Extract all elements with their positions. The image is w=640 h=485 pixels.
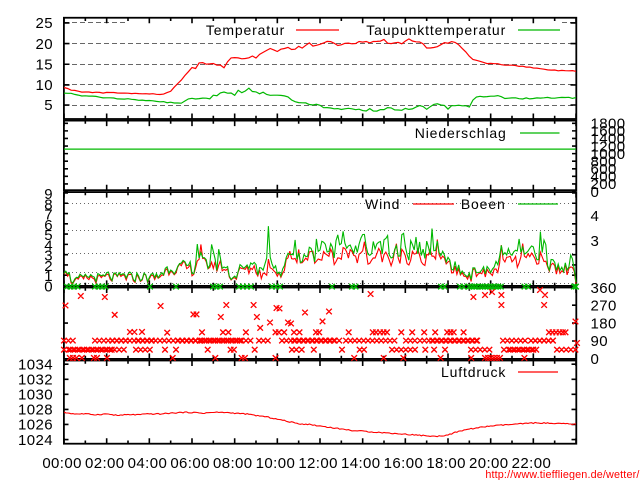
svg-text:1032: 1032 bbox=[18, 372, 53, 389]
svg-text:0: 0 bbox=[44, 279, 53, 296]
svg-text:http://www.tieffliegen.de/wett: http://www.tieffliegen.de/wetter/ bbox=[485, 469, 639, 480]
svg-text:4: 4 bbox=[44, 237, 53, 254]
svg-text:10: 10 bbox=[36, 77, 54, 94]
svg-text:Boeen: Boeen bbox=[461, 196, 506, 212]
svg-text:08:00: 08:00 bbox=[213, 455, 253, 472]
svg-text:1800: 1800 bbox=[591, 116, 626, 133]
svg-text:1000: 1000 bbox=[591, 146, 626, 163]
svg-text:7: 7 bbox=[44, 207, 53, 224]
svg-text:Niederschlag: Niederschlag bbox=[415, 125, 507, 141]
svg-text:4: 4 bbox=[591, 208, 600, 225]
svg-text:2: 2 bbox=[44, 258, 53, 275]
svg-text:15: 15 bbox=[36, 57, 54, 74]
svg-text:200: 200 bbox=[591, 176, 617, 193]
svg-text:400: 400 bbox=[591, 169, 617, 186]
svg-text:Taupunkttemperatur: Taupunkttemperatur bbox=[366, 22, 506, 38]
svg-text:0: 0 bbox=[591, 184, 600, 201]
svg-text:360: 360 bbox=[591, 280, 617, 297]
svg-text:6: 6 bbox=[44, 217, 53, 234]
svg-text:3: 3 bbox=[44, 248, 53, 265]
svg-text:02:00: 02:00 bbox=[85, 455, 125, 472]
svg-text:180: 180 bbox=[591, 315, 617, 332]
svg-text:14:00: 14:00 bbox=[341, 455, 381, 472]
svg-text:12:00: 12:00 bbox=[298, 455, 338, 472]
svg-text:10:00: 10:00 bbox=[256, 455, 296, 472]
svg-text:3: 3 bbox=[591, 233, 600, 250]
svg-text:90: 90 bbox=[591, 333, 609, 350]
svg-text:5: 5 bbox=[44, 97, 53, 114]
svg-text:06:00: 06:00 bbox=[170, 455, 210, 472]
svg-text:25: 25 bbox=[36, 15, 54, 32]
svg-text:22:00: 22:00 bbox=[512, 455, 552, 472]
svg-text:8: 8 bbox=[44, 196, 53, 213]
svg-text:20:00: 20:00 bbox=[469, 455, 509, 472]
svg-text:16:00: 16:00 bbox=[384, 455, 424, 472]
svg-text:Temperatur: Temperatur bbox=[206, 22, 285, 38]
svg-text:270: 270 bbox=[591, 298, 617, 315]
svg-text:1200: 1200 bbox=[591, 138, 626, 155]
svg-text:1034: 1034 bbox=[18, 356, 53, 373]
svg-text:04:00: 04:00 bbox=[128, 455, 168, 472]
svg-text:1028: 1028 bbox=[18, 402, 53, 419]
svg-text:1030: 1030 bbox=[18, 387, 53, 404]
svg-text:1026: 1026 bbox=[18, 417, 53, 434]
svg-text:5: 5 bbox=[44, 227, 53, 244]
svg-text:1600: 1600 bbox=[591, 123, 626, 140]
svg-text:20: 20 bbox=[36, 36, 54, 53]
svg-text:Luftdruck: Luftdruck bbox=[441, 364, 506, 380]
svg-text:0: 0 bbox=[591, 351, 600, 368]
svg-text:9: 9 bbox=[44, 186, 53, 203]
svg-text:800: 800 bbox=[591, 153, 617, 170]
svg-text:Wind: Wind bbox=[365, 196, 400, 212]
svg-text:18:00: 18:00 bbox=[426, 455, 466, 472]
svg-text:00:00: 00:00 bbox=[42, 455, 82, 472]
svg-text:1024: 1024 bbox=[18, 432, 53, 449]
svg-text:1400: 1400 bbox=[591, 131, 626, 148]
svg-text:600: 600 bbox=[591, 161, 617, 178]
svg-text:1: 1 bbox=[44, 268, 53, 285]
